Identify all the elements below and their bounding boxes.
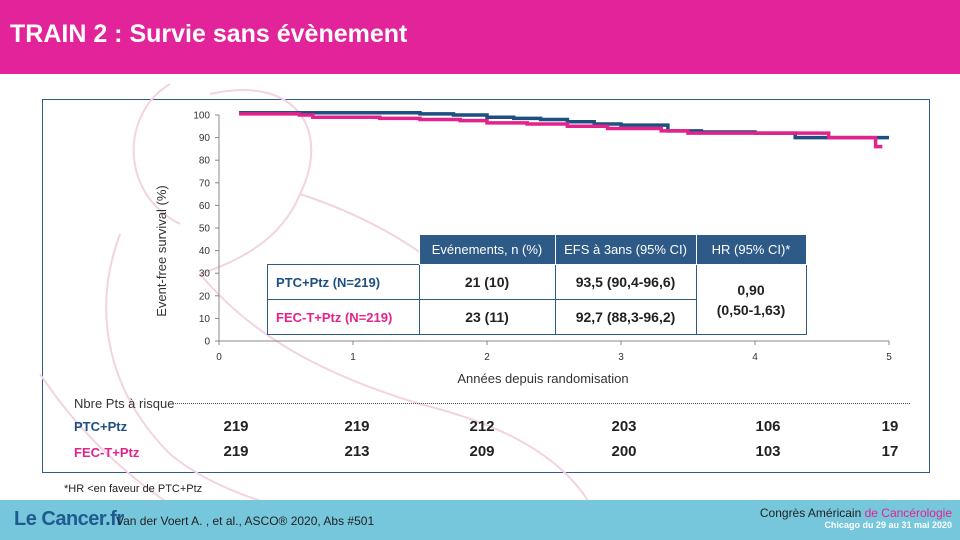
page-title: TRAIN 2 : Survie sans évènement — [10, 20, 408, 48]
risk-value-fec: 209 — [469, 443, 495, 460]
risk-value-ptc: 219 — [344, 418, 370, 435]
table-row: PTC+Ptz (N=219) 21 (10) 93,5 (90,4-96,6)… — [267, 264, 807, 335]
header-bar: TRAIN 2 : Survie sans évènement — [0, 0, 960, 74]
risk-value-fec: 219 — [223, 443, 249, 460]
citation: Van der Voert A. , et al., ASCO® 2020, A… — [116, 514, 375, 528]
table-corner — [268, 235, 420, 265]
y-tick-label: 20 — [199, 291, 211, 302]
congress-name: Congrès Américain de Cancérologie — [760, 506, 952, 520]
risk-value-fec: 17 — [881, 443, 899, 460]
risk-divider — [175, 403, 910, 404]
risk-value-ptc: 203 — [611, 418, 637, 435]
footer-bar — [0, 500, 960, 540]
x-tick-label: 3 — [618, 352, 624, 363]
header-events: Evénements, n (%) — [418, 234, 556, 265]
cell-hr: 0,90 (0,50-1,63) — [695, 264, 807, 335]
risk-title: Nbre Pts à risque — [74, 396, 175, 411]
x-tick-label: 0 — [216, 352, 222, 363]
risk-value-ptc: 219 — [223, 418, 249, 435]
risk-label-ptc: PTC+Ptz — [74, 419, 128, 434]
risk-value-ptc: 212 — [469, 418, 495, 435]
congress-name-b: de Cancérologie — [864, 506, 952, 520]
congress-date: Chicago du 29 au 31 mai 2020 — [824, 520, 952, 530]
cell-events-fec: 23 (11) — [418, 299, 556, 335]
y-tick-label: 60 — [199, 201, 211, 212]
x-axis-label: Années depuis randomisation — [457, 371, 628, 386]
congress-name-a: Congrès Américain — [759, 506, 865, 520]
congress-logo: Congrès Américain de Cancérologie Chicag… — [760, 506, 952, 530]
y-tick-label: 90 — [199, 133, 211, 144]
y-axis-label: Event-free survival (%) — [154, 185, 169, 316]
hr-value: 0,90 — [737, 281, 765, 298]
site-logo: Le Cancer.fr — [14, 508, 124, 530]
risk-value-fec: 213 — [344, 443, 370, 460]
risk-value-fec: 103 — [755, 443, 781, 460]
y-tick-label: 40 — [199, 246, 211, 257]
y-tick-label: 0 — [204, 337, 210, 348]
cell-efs-fec: 92,7 (88,3-96,2) — [554, 299, 697, 335]
header-hr: HR (95% CI)* — [695, 234, 807, 265]
footnote: *HR <en faveur de PTC+Ptz — [64, 483, 203, 495]
y-tick-label: 10 — [199, 314, 211, 325]
x-tick-label: 1 — [350, 352, 356, 363]
risk-label-fec: FEC-T+Ptz — [74, 445, 140, 460]
y-tick-label: 70 — [199, 178, 211, 189]
risk-value-ptc: 19 — [881, 418, 899, 435]
x-tick-label: 5 — [886, 352, 892, 363]
risk-value-fec: 200 — [611, 443, 637, 460]
y-tick-label: 30 — [199, 269, 211, 280]
y-tick-label: 50 — [199, 224, 211, 235]
risk-value-ptc: 106 — [755, 418, 781, 435]
table-row: FEC-T+Ptz (N=219) 23 (11) 92,7 (88,3-96,… — [267, 299, 807, 335]
series-line-fec — [239, 112, 883, 149]
row-label-ptc: PTC+Ptz (N=219) — [267, 264, 420, 300]
cell-efs-ptc: 93,5 (90,4-96,6) — [554, 264, 697, 300]
table-header-row: Evénements, n (%) EFS à 3ans (95% CI) HR… — [268, 234, 807, 265]
header-efs: EFS à 3ans (95% CI) — [554, 234, 697, 265]
y-tick-label: 100 — [193, 111, 210, 122]
cell-events-ptc: 21 (10) — [418, 264, 556, 300]
x-tick-label: 2 — [484, 352, 490, 363]
hr-ci: (0,50-1,63) — [716, 301, 786, 318]
efs-summary-table: Evénements, n (%) EFS à 3ans (95% CI) HR… — [267, 234, 807, 335]
row-label-fec: FEC-T+Ptz (N=219) — [267, 299, 420, 335]
x-tick-label: 4 — [752, 352, 758, 363]
y-tick-label: 80 — [199, 156, 211, 167]
